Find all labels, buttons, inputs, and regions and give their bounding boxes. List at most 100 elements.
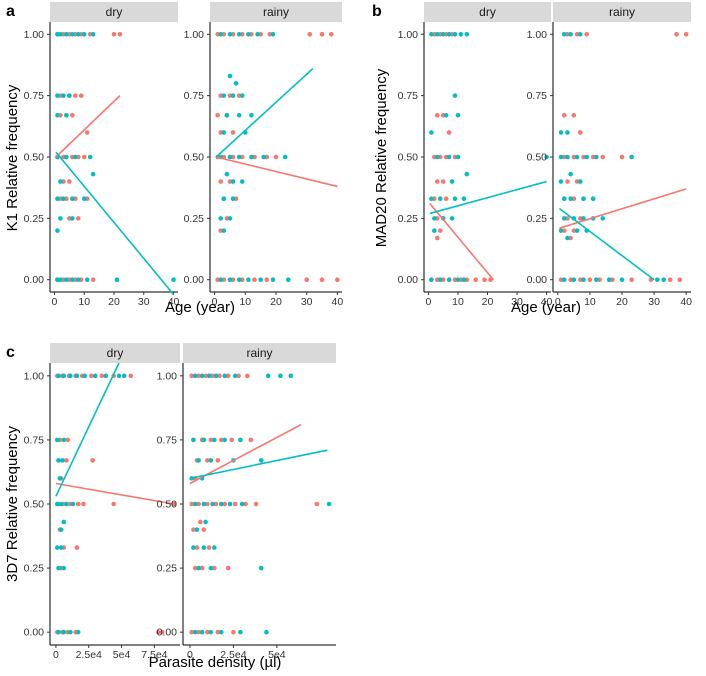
point-group-a — [574, 179, 580, 184]
point-group-b — [70, 501, 76, 507]
y-tick-label: 0.50 — [527, 152, 548, 164]
point-group-a — [319, 277, 325, 283]
point-group-a — [189, 629, 194, 635]
point-group-b — [429, 277, 434, 283]
point-group-b — [464, 171, 470, 177]
point-group-b — [261, 154, 267, 160]
facet-strip-label: rainy — [609, 5, 635, 19]
point-group-a — [600, 154, 606, 160]
point-group-b — [236, 112, 242, 118]
point-group-a — [199, 565, 205, 571]
point-group-a — [159, 629, 165, 635]
point-group-b — [68, 629, 73, 635]
point-group-b — [571, 277, 577, 283]
point-group-b — [574, 228, 580, 233]
point-group-a — [89, 373, 94, 379]
point-group-a — [111, 31, 117, 37]
point-group-b — [58, 545, 64, 550]
point-group-b — [70, 31, 75, 37]
y-axis-title: MAD20 Relative frequency — [373, 68, 390, 247]
point-group-b — [55, 228, 60, 233]
y-tick-label: 0.00 — [24, 627, 45, 639]
point-group-b — [90, 31, 96, 37]
point-group-b — [61, 437, 67, 443]
point-group-b — [222, 373, 228, 379]
point-group-b — [288, 373, 294, 379]
point-group-b — [232, 373, 238, 379]
y-tick-label: 0.00 — [527, 274, 548, 286]
point-group-b — [227, 277, 233, 283]
point-group-a — [571, 228, 577, 233]
point-group-a — [619, 154, 625, 160]
point-group-a — [203, 373, 208, 379]
point-group-a — [74, 545, 80, 550]
y-tick-label: 0.50 — [184, 152, 205, 164]
x-axis-title: Age (year) — [511, 299, 581, 316]
trend-line-group-b — [189, 449, 328, 480]
point-group-a — [206, 545, 212, 550]
point-group-a — [81, 154, 87, 160]
point-group-b — [191, 437, 196, 443]
y-tick-label: 1.00 — [24, 370, 45, 382]
point-group-a — [584, 31, 589, 37]
y-tick-label: 1.00 — [527, 29, 548, 41]
point-group-b — [93, 373, 98, 379]
point-group-b — [255, 31, 260, 37]
point-group-b — [227, 216, 233, 221]
point-group-b — [68, 373, 73, 379]
point-group-b — [208, 458, 214, 463]
point-group-a — [571, 154, 577, 160]
point-group-a — [568, 235, 573, 241]
facet-c-rainy: rainy 0.00 0.25 0.50 0.75 1.00 0 2.5e4 5e4 — [157, 343, 336, 661]
point-group-a — [205, 629, 210, 635]
point-group-a — [222, 501, 228, 507]
point-group-b — [270, 31, 276, 37]
point-group-b — [629, 154, 634, 160]
point-group-b — [70, 196, 75, 202]
x-tick-label: 10 — [239, 296, 251, 308]
point-group-a — [218, 179, 224, 184]
point-group-b — [561, 216, 567, 221]
point-group-b — [57, 476, 63, 481]
point-group-b — [221, 228, 227, 233]
point-group-b — [446, 277, 452, 283]
point-group-b — [446, 154, 452, 160]
point-group-a — [434, 235, 440, 241]
point-group-b — [455, 154, 461, 160]
point-group-b — [606, 277, 612, 283]
y-tick-label: 0.75 — [24, 434, 45, 446]
point-group-b — [218, 277, 224, 283]
point-group-b — [196, 458, 201, 463]
point-group-a — [440, 179, 446, 184]
x-tick-label: 5e4 — [268, 649, 286, 661]
point-group-b — [455, 277, 461, 283]
y-tick-label: 1.00 — [157, 370, 178, 382]
y-tick-label: 1.00 — [24, 29, 45, 41]
point-group-a — [674, 31, 679, 37]
point-group-b — [446, 31, 452, 37]
point-group-b — [452, 196, 458, 202]
point-group-a — [558, 277, 564, 283]
point-group-b — [574, 154, 580, 160]
panel-c: c 3D7 Relative frequency Parasite densit… — [4, 343, 336, 671]
point-group-a — [304, 277, 309, 283]
facet-strip — [183, 343, 336, 363]
point-group-b — [458, 31, 464, 37]
point-group-b — [64, 501, 69, 507]
point-group-b — [565, 235, 570, 241]
panel-letter: a — [6, 3, 15, 20]
point-group-a — [64, 458, 69, 463]
point-group-a — [245, 373, 250, 379]
point-group-b — [54, 501, 60, 507]
point-group-a — [218, 437, 224, 443]
point-group-b — [114, 277, 120, 283]
y-tick-label: 0.25 — [157, 563, 178, 575]
facet-strip — [424, 2, 551, 22]
point-group-b — [61, 629, 67, 635]
point-group-a — [561, 228, 567, 233]
point-group-b — [55, 196, 60, 202]
trend-line-group-b — [558, 207, 655, 281]
point-group-b — [464, 31, 470, 37]
point-group-a — [196, 373, 201, 379]
point-group-a — [571, 196, 577, 202]
